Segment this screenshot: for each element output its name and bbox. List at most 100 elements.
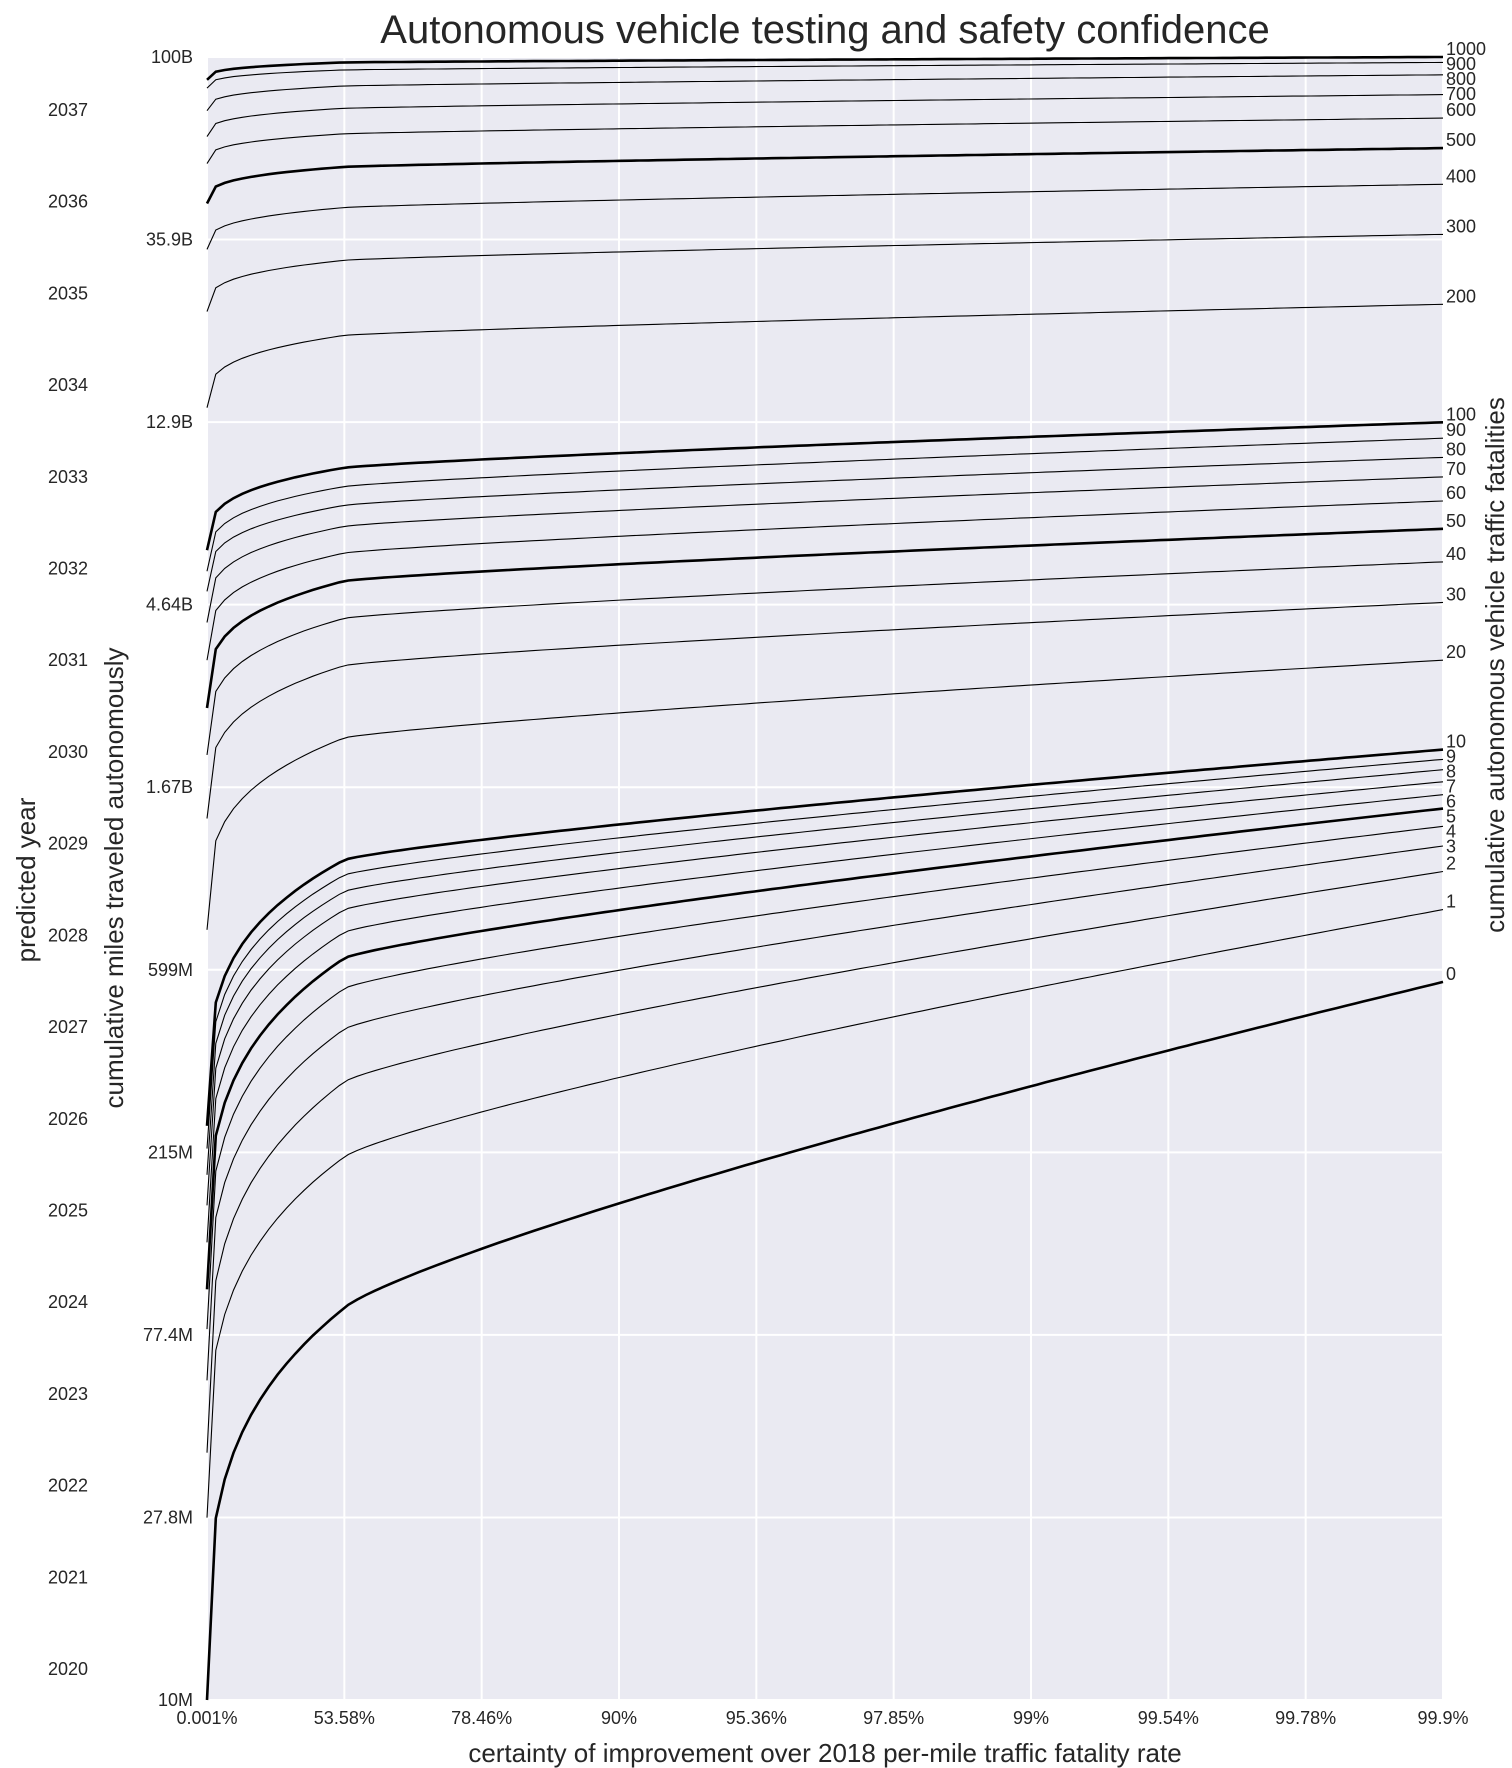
y-tick-label: 215M xyxy=(148,1142,193,1162)
series-label: 10 xyxy=(1446,732,1466,752)
series-line-90 xyxy=(206,437,1444,572)
series-label: 300 xyxy=(1446,216,1476,236)
x-tick-label: 0.001% xyxy=(176,1708,237,1728)
year-tick-label: 2029 xyxy=(48,834,88,854)
series-line-20 xyxy=(206,659,1444,930)
series-label: 900 xyxy=(1446,54,1476,74)
year-tick-labels: 2020 2021 2022 2023 2024 2025 2026 2027 2028 2029… xyxy=(48,100,88,1679)
right-axis-label: cumulative autonomous vehicle traffic fa… xyxy=(1480,397,1510,933)
series-label: 700 xyxy=(1446,84,1476,104)
x-tick-label: 99.54% xyxy=(1138,1708,1199,1728)
series-line-200 xyxy=(206,303,1444,408)
x-gridlines xyxy=(206,57,1444,1700)
series-line-400 xyxy=(206,183,1444,250)
x-tick-label: 99.78% xyxy=(1275,1708,1336,1728)
series-line-30 xyxy=(206,601,1444,819)
series-line-4 xyxy=(206,825,1444,1330)
series-line-40 xyxy=(206,561,1444,755)
series-label: 500 xyxy=(1446,130,1476,150)
year-tick-label: 2037 xyxy=(48,100,88,120)
x-tick-label: 95.36% xyxy=(726,1708,787,1728)
series-label: 800 xyxy=(1446,69,1476,89)
year-tick-label: 2035 xyxy=(48,283,88,303)
x-tick-label: 53.58% xyxy=(314,1708,375,1728)
series-label: 600 xyxy=(1446,100,1476,120)
series-line-7 xyxy=(206,781,1444,1206)
y-tick-label: 100B xyxy=(151,47,193,67)
fatality-curves xyxy=(205,55,1444,1701)
series-label: 90 xyxy=(1446,420,1466,440)
chart-title: Autonomous vehicle testing and safety co… xyxy=(380,8,1269,52)
series-label: 100 xyxy=(1446,404,1476,424)
y-tick-label: 4.64B xyxy=(146,595,193,615)
series-label: 30 xyxy=(1446,584,1466,604)
series-label: 20 xyxy=(1446,642,1466,662)
y-tick-label: 599M xyxy=(148,960,193,980)
x-tick-label: 78.46% xyxy=(451,1708,512,1728)
series-label: 1 xyxy=(1446,892,1456,912)
year-axis-label: predicted year xyxy=(11,797,41,962)
x-tick-labels: 0.001% 53.58% 78.46% 90% 95.36% 97.85% 99% 99.5… xyxy=(176,1708,1468,1728)
series-line-6 xyxy=(206,794,1444,1243)
y-gridlines xyxy=(207,56,1443,1701)
series-label: 70 xyxy=(1446,459,1466,479)
series-line-70 xyxy=(206,476,1444,623)
series-label: 8 xyxy=(1446,762,1456,782)
series-line-60 xyxy=(206,500,1444,661)
y-tick-label: 35.9B xyxy=(146,230,193,250)
year-tick-label: 2026 xyxy=(48,1109,88,1129)
series-line-700 xyxy=(206,94,1444,137)
year-tick-label: 2030 xyxy=(48,742,88,762)
year-tick-label: 2036 xyxy=(48,192,88,212)
y-axis-label: cumulative miles traveled autonomously xyxy=(99,648,129,1109)
y-tick-label: 27.8M xyxy=(143,1507,193,1527)
series-line-1 xyxy=(206,909,1444,1518)
x-tick-label: 99% xyxy=(1013,1708,1049,1728)
series-label: 40 xyxy=(1446,544,1466,564)
year-tick-label: 2025 xyxy=(48,1200,88,1220)
year-tick-label: 2034 xyxy=(48,375,88,395)
series-line-2 xyxy=(206,870,1444,1453)
series-line-0 xyxy=(205,980,1444,1701)
year-tick-label: 2031 xyxy=(48,650,88,670)
series-line-8 xyxy=(206,769,1444,1175)
y-tick-labels: 10M 27.8M 77.4M 215M 599M 1.67B 4.64B 12.9B 35.9… xyxy=(143,47,193,1710)
series-line-5 xyxy=(205,807,1444,1290)
series-label: 3 xyxy=(1446,837,1456,857)
series-label: 9 xyxy=(1446,747,1456,767)
series-label: 1000 xyxy=(1446,39,1486,59)
series-label: 80 xyxy=(1446,439,1466,459)
year-tick-label: 2027 xyxy=(48,1017,88,1037)
y-tick-label: 12.9B xyxy=(146,412,193,432)
series-line-100 xyxy=(205,421,1444,551)
series-label: 0 xyxy=(1446,964,1456,984)
series-line-500 xyxy=(205,146,1444,205)
series-label: 6 xyxy=(1446,792,1456,812)
x-tick-label: 90% xyxy=(601,1708,637,1728)
series-line-10 xyxy=(205,748,1444,1126)
year-tick-label: 2033 xyxy=(48,467,88,487)
x-axis-label: certainty of improvement over 2018 per-m… xyxy=(468,1738,1181,1768)
year-tick-label: 2032 xyxy=(48,559,88,579)
series-line-50 xyxy=(205,527,1444,709)
x-tick-label: 97.85% xyxy=(863,1708,924,1728)
year-tick-label: 2023 xyxy=(48,1384,88,1404)
series-line-800 xyxy=(206,74,1444,112)
series-line-9 xyxy=(206,758,1444,1149)
series-line-80 xyxy=(206,456,1444,592)
y-tick-label: 10M xyxy=(158,1690,193,1710)
series-label: 400 xyxy=(1446,166,1476,186)
year-tick-label: 2020 xyxy=(48,1659,88,1679)
x-tick-label: 99.9% xyxy=(1417,1708,1468,1728)
series-line-300 xyxy=(206,233,1444,312)
series-line-3 xyxy=(206,845,1444,1381)
plot-area xyxy=(207,57,1443,1700)
series-label: 7 xyxy=(1446,777,1456,797)
series-label: 4 xyxy=(1446,822,1456,842)
year-tick-label: 2022 xyxy=(48,1476,88,1496)
series-line-600 xyxy=(206,117,1444,164)
year-tick-label: 2024 xyxy=(48,1292,88,1312)
series-label: 60 xyxy=(1446,483,1466,503)
